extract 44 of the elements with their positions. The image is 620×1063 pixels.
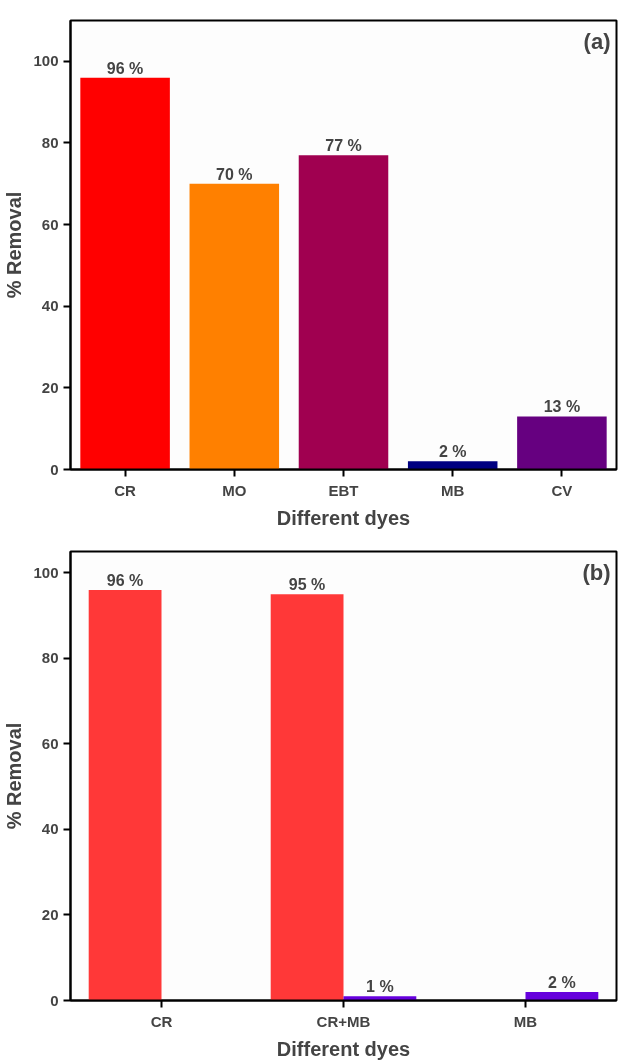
- bar: [270, 594, 344, 1001]
- x-tick-label: EBT: [328, 481, 359, 499]
- data-label: 77 %: [325, 137, 362, 155]
- y-tick-label: 80: [41, 649, 59, 667]
- y-tick-label: 40: [41, 820, 59, 838]
- x-tick-label: CR: [150, 1012, 173, 1030]
- y-tick-label: 60: [41, 734, 59, 752]
- x-axis-title: Different dyes: [276, 506, 411, 529]
- data-label: 95 %: [288, 576, 326, 594]
- bar: [80, 77, 170, 470]
- data-label: 1 %: [366, 978, 394, 996]
- y-tick-label: 20: [41, 905, 59, 923]
- y-tick-label: 80: [41, 133, 59, 151]
- data-label: 96 %: [106, 59, 144, 77]
- bar: [517, 416, 607, 470]
- data-label: 96 %: [106, 571, 144, 589]
- y-tick-label: 40: [41, 297, 59, 315]
- bar: [298, 155, 389, 470]
- y-tick-label: 60: [41, 215, 59, 233]
- y-tick-label: 0: [50, 991, 59, 1009]
- x-tick-label: CR+MB: [316, 1012, 371, 1030]
- data-label: 70 %: [216, 165, 253, 183]
- annotation: (b): [582, 559, 611, 585]
- y-tick-label: 0: [50, 460, 59, 478]
- y-tick-label: 100: [33, 563, 59, 581]
- y-axis-title: % Removal: [3, 722, 26, 830]
- x-axis-title: Different dyes: [276, 1037, 411, 1060]
- data-label: 2 %: [438, 443, 467, 461]
- data-label: 13 %: [543, 398, 581, 416]
- x-tick-label: MO: [222, 481, 247, 499]
- y-tick-label: 100: [33, 52, 59, 70]
- x-tick-label: MB: [513, 1012, 538, 1030]
- bar: [407, 461, 498, 470]
- x-tick-label: MB: [441, 481, 465, 499]
- annotation: (a): [583, 28, 611, 54]
- x-tick-label: CV: [551, 481, 573, 499]
- y-tick-label: 20: [41, 378, 59, 396]
- bar: [343, 996, 417, 1001]
- x-tick-label: CR: [114, 481, 137, 499]
- bar: [88, 589, 162, 1001]
- bar: [525, 991, 599, 1001]
- data-label: 2 %: [548, 973, 576, 991]
- y-axis-title: % Removal: [3, 191, 26, 299]
- bar: [189, 183, 280, 470]
